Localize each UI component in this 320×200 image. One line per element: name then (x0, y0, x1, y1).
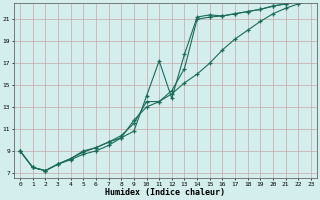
X-axis label: Humidex (Indice chaleur): Humidex (Indice chaleur) (106, 188, 226, 197)
